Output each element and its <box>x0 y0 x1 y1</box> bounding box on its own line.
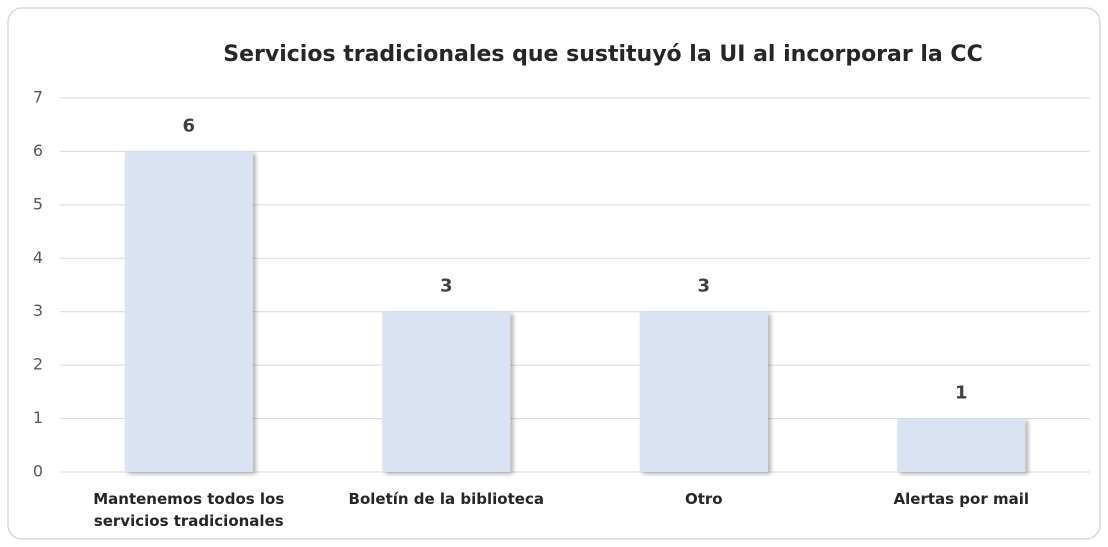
data-label: 1 <box>955 383 968 404</box>
y-tick-label: 4 <box>33 248 43 267</box>
bar <box>124 151 253 472</box>
data-label: 3 <box>440 276 453 297</box>
y-tick-label: 6 <box>33 141 43 160</box>
bar <box>382 311 511 472</box>
bar <box>639 311 768 472</box>
data-label: 3 <box>697 276 710 297</box>
y-tick-label: 5 <box>33 194 43 213</box>
y-tick-label: 7 <box>33 88 43 107</box>
y-tick-label: 3 <box>33 301 43 320</box>
x-tick-label: Otro <box>684 490 723 508</box>
y-tick-label: 0 <box>33 462 43 481</box>
chart-border <box>7 7 1101 540</box>
bar <box>897 418 1026 472</box>
chart-title: Servicios tradicionales que sustituyó la… <box>223 42 982 67</box>
x-tick-label: Mantenemos todos los servicios tradicion… <box>93 490 285 530</box>
y-tick-label: 2 <box>33 355 43 374</box>
y-tick-label: 1 <box>33 408 43 427</box>
x-tick-label: Alertas por mail <box>893 490 1029 508</box>
data-label: 6 <box>182 115 195 136</box>
x-tick-label: Boletín de la biblioteca <box>348 490 544 508</box>
